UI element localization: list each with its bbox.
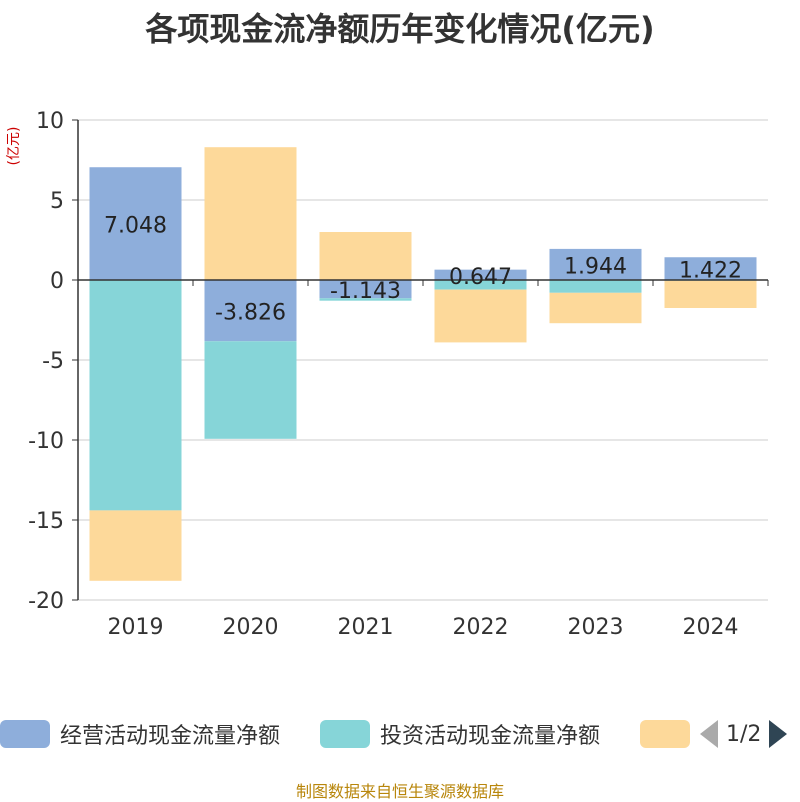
data-label-2023: 1.944 [564, 254, 627, 279]
y-tick-label: -20 [28, 589, 64, 614]
x-tick-label-2020: 2020 [223, 615, 279, 640]
y-tick-label: 0 [50, 269, 64, 294]
legend-item-investing[interactable]: 投资活动现金流量净额 [320, 716, 600, 752]
x-tick-label-2024: 2024 [683, 615, 739, 640]
y-tick-label: 5 [50, 189, 64, 214]
bar-investing-2023[interactable] [549, 280, 642, 293]
bars [89, 147, 757, 581]
data-label-2022: 0.647 [449, 265, 512, 290]
bar-operating-2019[interactable] [89, 167, 182, 280]
legend-swatch-financing [640, 720, 690, 748]
data-label-2020: -3.826 [215, 301, 286, 326]
data-labels: 7.048 -3.826 -1.143 0.647 1.944 1.422 [104, 214, 742, 326]
legend-swatch-operating [0, 720, 50, 748]
bar-operating-2023[interactable] [549, 248, 642, 280]
legend-label-operating: 经营活动现金流量净额 [60, 724, 281, 749]
data-label-2019: 7.048 [104, 214, 167, 239]
legend-pager: 1/2 [700, 716, 788, 752]
y-tick-label: -10 [28, 429, 64, 454]
axes: 10 5 0 -5 -10 -15 -20 2019 2020 2021 2022 2023 2024 [28, 109, 769, 640]
legend-label-investing: 投资活动现金流量净额 [380, 724, 601, 749]
legend-item-financing[interactable] [640, 716, 690, 752]
y-tick-label: -5 [42, 349, 64, 374]
x-tick-label-2022: 2022 [453, 615, 509, 640]
bar-investing-2022[interactable] [434, 280, 527, 290]
triangle-left-icon[interactable] [700, 720, 718, 748]
bar-operating-2020[interactable] [204, 280, 297, 342]
bar-financing-2022[interactable] [434, 289, 527, 343]
source-note: 制图数据来自恒生聚源数据库 [295, 782, 504, 801]
bar-financing-2019[interactable] [89, 510, 182, 581]
bar-financing-2020[interactable] [204, 147, 297, 280]
bar-investing-2021[interactable] [319, 298, 412, 301]
data-label-2024: 1.422 [679, 259, 742, 284]
y-tick-label: -15 [28, 509, 64, 534]
x-tick-label-2023: 2023 [568, 615, 624, 640]
bar-operating-2021[interactable] [319, 280, 412, 299]
triangle-right-icon[interactable] [769, 720, 788, 748]
bar-financing-2023[interactable] [549, 292, 642, 324]
legend-item-operating[interactable]: 经营活动现金流量净额 [0, 716, 280, 752]
bar-investing-2020[interactable] [204, 341, 297, 439]
bar-financing-2021[interactable] [319, 232, 412, 280]
y-axis-unit-label: (亿元) [6, 127, 22, 166]
bar-operating-2022[interactable] [434, 269, 527, 280]
data-label-2021: -1.143 [330, 279, 401, 304]
bar-operating-2024[interactable] [664, 257, 757, 280]
legend-page-indicator: 1/2 [726, 721, 762, 747]
bar-investing-2019[interactable] [89, 280, 182, 511]
x-tick-label-2021: 2021 [338, 615, 394, 640]
x-tick-label-2019: 2019 [108, 615, 164, 640]
bar-financing-2024[interactable] [664, 280, 757, 308]
y-tick-label: 10 [36, 109, 64, 134]
legend: 经营活动现金流量净额 投资活动现金流量净额 [0, 716, 800, 752]
chart-title: 各项现金流净额历年变化情况(亿元) [145, 10, 655, 48]
legend-swatch-investing [320, 720, 370, 748]
